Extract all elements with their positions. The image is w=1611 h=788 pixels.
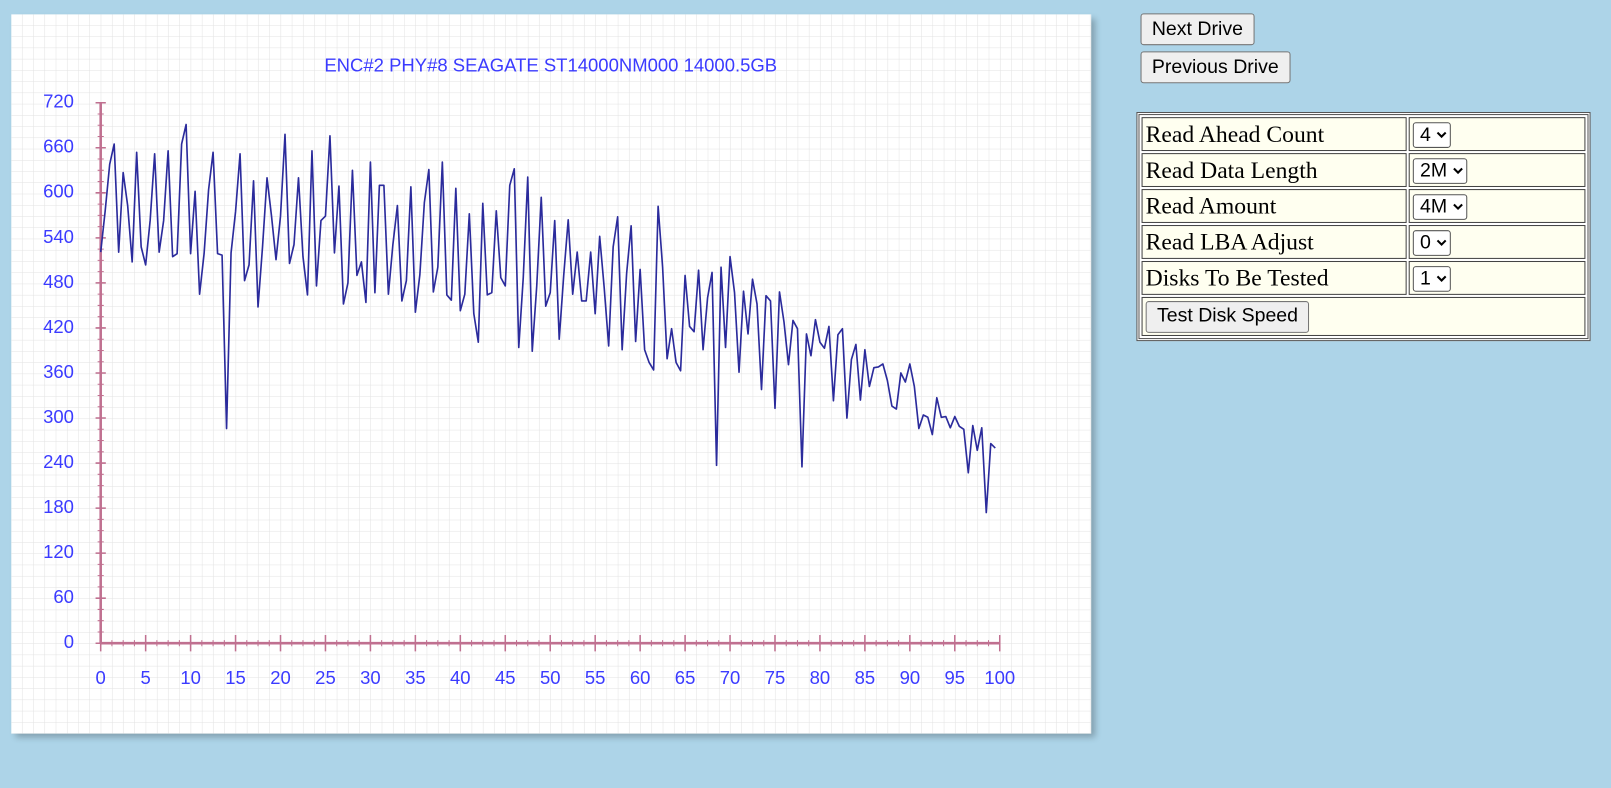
x-tick-label: 45 [495, 667, 516, 688]
setting-label: Read Amount [1141, 189, 1407, 223]
setting-row: Read LBA Adjust 0 [1141, 225, 1586, 259]
y-tick-label: 360 [43, 361, 74, 382]
y-tick-label: 300 [43, 406, 74, 427]
setting-row: Read Data Length 2M [1141, 153, 1586, 188]
setting-select[interactable]: 2M [1412, 158, 1468, 184]
settings-table: Read Ahead Count 4 Read Data Length 2M Read … [1136, 111, 1591, 342]
chart: ENC#2 PHY#8 SEAGATE ST14000NM000 14000.5… [11, 14, 1092, 734]
setting-select[interactable]: 1 [1412, 266, 1451, 292]
x-tick-label: 85 [855, 667, 876, 688]
x-tick-label: 5 [141, 667, 151, 688]
x-tick-label: 10 [180, 667, 201, 688]
chart-title: ENC#2 PHY#8 SEAGATE ST14000NM000 14000.5… [324, 55, 777, 76]
y-tick-label: 120 [43, 541, 74, 562]
y-tick-label: 540 [43, 226, 74, 247]
y-tick-label: 0 [64, 631, 74, 652]
x-tick-label: 65 [675, 667, 696, 688]
setting-row: Read Amount 4M [1141, 189, 1586, 223]
data-line [99, 123, 996, 514]
y-tick-label: 660 [43, 136, 74, 157]
setting-label: Read LBA Adjust [1141, 225, 1407, 259]
x-tick-label: 40 [450, 667, 471, 688]
y-tick-label: 180 [43, 496, 74, 517]
y-tick-label: 600 [43, 181, 74, 202]
action-row: Test Disk Speed [1141, 296, 1586, 336]
y-tick-label: 420 [43, 316, 74, 337]
x-tick-label: 20 [270, 667, 291, 688]
y-tick-label: 480 [43, 271, 74, 292]
y-tick-label: 240 [43, 451, 74, 472]
setting-label: Read Ahead Count [1141, 117, 1407, 152]
setting-select[interactable]: 4 [1412, 122, 1451, 148]
x-tick-label: 60 [630, 667, 651, 688]
setting-select[interactable]: 0 [1412, 230, 1451, 256]
x-tick-label: 30 [360, 667, 381, 688]
x-tick-label: 55 [585, 667, 606, 688]
setting-cell: 4 [1408, 117, 1586, 152]
x-tick-label: 75 [765, 667, 786, 688]
x-tick-label: 95 [945, 667, 966, 688]
x-tick-label: 0 [96, 667, 106, 688]
x-tick-label: 15 [225, 667, 246, 688]
setting-row: Disks To Be Tested 1 [1141, 260, 1586, 295]
action-cell: Test Disk Speed [1141, 296, 1586, 336]
setting-cell: 0 [1408, 225, 1586, 259]
setting-label: Disks To Be Tested [1141, 260, 1407, 295]
x-tick-label: 80 [810, 667, 831, 688]
setting-cell: 2M [1408, 153, 1586, 188]
x-tick-label: 100 [984, 667, 1015, 688]
y-tick-label: 720 [43, 91, 74, 112]
previous-drive-button[interactable]: Previous Drive [1140, 51, 1291, 84]
next-drive-button[interactable]: Next Drive [1140, 13, 1255, 46]
x-tick-label: 70 [720, 667, 741, 688]
test-disk-speed-button[interactable]: Test Disk Speed [1145, 300, 1310, 333]
setting-select[interactable]: 4M [1412, 194, 1468, 220]
setting-label: Read Data Length [1141, 153, 1407, 188]
setting-row: Read Ahead Count 4 [1141, 117, 1586, 152]
x-tick-label: 90 [900, 667, 921, 688]
y-tick-label: 60 [53, 586, 74, 607]
x-tick-label: 35 [405, 667, 426, 688]
setting-cell: 1 [1408, 260, 1586, 295]
x-tick-label: 50 [540, 667, 561, 688]
grid-background [11, 14, 1092, 734]
x-tick-label: 25 [315, 667, 336, 688]
setting-cell: 4M [1408, 189, 1586, 223]
